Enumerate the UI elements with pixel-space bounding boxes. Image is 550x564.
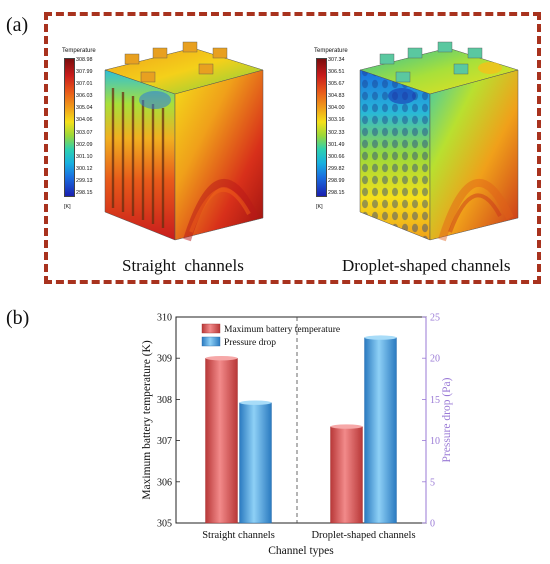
- right-legend-tick-6: 302.33: [328, 129, 345, 136]
- panel-a-frame: [44, 12, 541, 284]
- right-legend-tick-2: 305.67: [328, 81, 345, 88]
- category-label-0: Straight channels: [202, 530, 275, 541]
- right-legend-tick-9: 299.82: [328, 165, 345, 172]
- category-label-1: Droplet-shaped channels: [311, 530, 415, 541]
- left-legend-title: Temperature: [62, 48, 96, 54]
- right-legend-unit: [K]: [316, 204, 323, 210]
- right-legend-tick-5: 303.16: [328, 117, 345, 124]
- bars: [205, 335, 397, 524]
- left-tick-label-2: 307: [157, 436, 172, 447]
- legend-label-pressure: Pressure drop: [224, 338, 276, 348]
- legend-label-temperature: Maximum battery temperature: [224, 325, 340, 335]
- bar-pressure-cap-1: [364, 335, 397, 340]
- straight-channels-caption: Straight channels: [122, 256, 244, 275]
- left-legend-tick-6: 303.07: [76, 129, 93, 136]
- left-legend-unit: [K]: [64, 204, 71, 210]
- bar-pressure-1: [364, 337, 397, 524]
- left-axis-ticks: 305 306 307 308 309 310: [157, 313, 180, 530]
- bar-temperature-0: [205, 358, 238, 524]
- right-tick-label-2: 10: [430, 436, 440, 447]
- right-tick-label-4: 20: [430, 354, 440, 365]
- x-axis-label: Channel types: [268, 545, 334, 557]
- right-tick-label-5: 25: [430, 313, 440, 324]
- left-legend-tick-7: 302.09: [76, 141, 93, 148]
- right-tick-label-3: 15: [430, 395, 440, 406]
- straight-channels-model: [104, 41, 264, 242]
- left-legend-tick-5: 304.06: [76, 117, 93, 124]
- right-legend-tick-4: 304.00: [328, 105, 345, 112]
- left-legend-tick-10: 299.13: [76, 177, 93, 184]
- right-legend-tick-3: 304.83: [328, 93, 345, 100]
- right-legend-tick-8: 300.66: [328, 153, 345, 160]
- droplet-channels-model: [359, 41, 519, 242]
- left-legend-tick-3: 306.03: [76, 93, 93, 100]
- left-tick-label-5: 310: [157, 313, 172, 324]
- left-tick-label-0: 305: [157, 519, 172, 530]
- panel-b-label: (b): [6, 307, 30, 329]
- bar-pressure-0: [239, 402, 272, 524]
- right-tick-label-0: 0: [430, 519, 435, 530]
- y-axis-label: Maximum battery temperature (K): [141, 340, 153, 500]
- panel-a-label: (a): [6, 14, 29, 36]
- right-tick-label-1: 5: [430, 477, 435, 488]
- bar-temperature-1: [330, 426, 363, 524]
- left-legend-tick-4: 305.04: [76, 105, 93, 112]
- left-legend-tick-11: 298.15: [76, 190, 93, 196]
- left-legend-tick-2: 307.01: [76, 81, 93, 88]
- right-legend-tick-0: 307.34: [328, 57, 345, 63]
- left-tick-label-4: 309: [157, 354, 172, 365]
- bar-chart: 305 306 307 308 309 310 0 5 10 15 20 25 Straight c…: [141, 313, 453, 558]
- left-legend-tick-1: 307.99: [76, 69, 93, 76]
- legend-swatch-temperature: [201, 323, 221, 334]
- left-legend-tick-0: 308.98: [76, 57, 93, 63]
- left-tick-label-3: 308: [157, 395, 172, 406]
- left-legend-tick-8: 301.10: [76, 153, 93, 160]
- bar-pressure-cap-0: [239, 400, 272, 405]
- right-legend-tick-10: 298.99: [328, 177, 345, 184]
- left-colorbar: [64, 58, 75, 197]
- right-legend-tick-7: 301.49: [328, 141, 345, 148]
- bar-temperature-cap-1: [330, 424, 363, 429]
- bar-temperature-cap-0: [205, 356, 238, 361]
- legend: Maximum battery temperature Pressure dro…: [201, 323, 340, 348]
- right-colorbar: [316, 58, 327, 197]
- left-legend-tick-9: 300.12: [76, 165, 93, 172]
- droplet-channels-caption: Droplet-shaped channels: [342, 256, 511, 275]
- left-tick-label-1: 306: [157, 477, 172, 488]
- right-legend-title: Temperature: [314, 48, 348, 54]
- right-legend-tick-11: 298.15: [328, 190, 345, 196]
- y2-axis-label: Pressure drop (Pa): [441, 377, 453, 462]
- legend-swatch-pressure: [201, 336, 221, 347]
- right-legend-tick-1: 306.51: [328, 69, 345, 76]
- category-labels: Straight channels Droplet-shaped channels: [202, 530, 415, 541]
- right-axis-ticks: 0 5 10 15 20 25: [422, 313, 440, 530]
